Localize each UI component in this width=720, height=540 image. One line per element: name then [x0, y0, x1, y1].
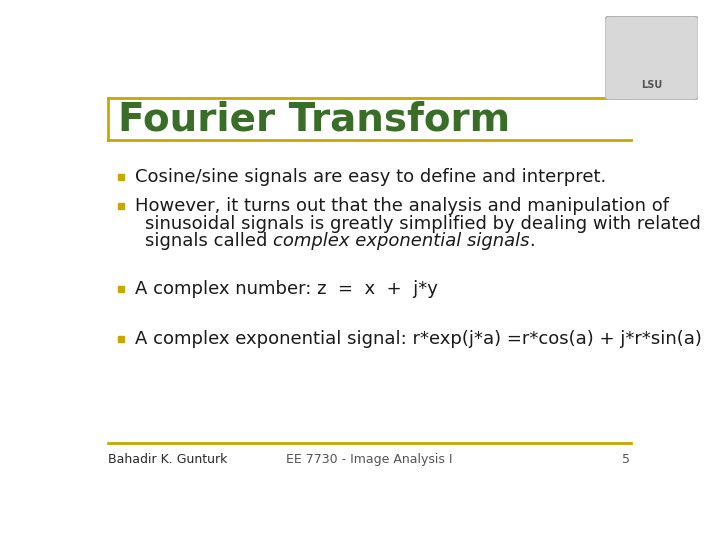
Text: A complex number: z  =  x  +  j*y: A complex number: z = x + j*y: [135, 280, 438, 298]
Text: complex exponential signals: complex exponential signals: [273, 232, 529, 250]
Text: 5: 5: [621, 453, 629, 467]
FancyBboxPatch shape: [605, 16, 698, 100]
Text: Cosine/sine signals are easy to define and interpret.: Cosine/sine signals are easy to define a…: [135, 168, 606, 186]
Text: .: .: [529, 232, 535, 250]
Text: However, it turns out that the analysis and manipulation of: However, it turns out that the analysis …: [135, 197, 669, 215]
Text: Bahadir K. Gunturk: Bahadir K. Gunturk: [109, 453, 228, 467]
Text: LSU: LSU: [641, 80, 662, 90]
Text: Fourier Transform: Fourier Transform: [118, 100, 510, 139]
Text: A complex exponential signal: r*exp(j*a) =r*cos(a) + j*r*sin(a): A complex exponential signal: r*exp(j*a)…: [135, 330, 701, 348]
Text: EE 7730 - Image Analysis I: EE 7730 - Image Analysis I: [286, 453, 452, 467]
Text: signals called: signals called: [145, 232, 273, 250]
Text: sinusoidal signals is greatly simplified by dealing with related: sinusoidal signals is greatly simplified…: [145, 214, 701, 233]
